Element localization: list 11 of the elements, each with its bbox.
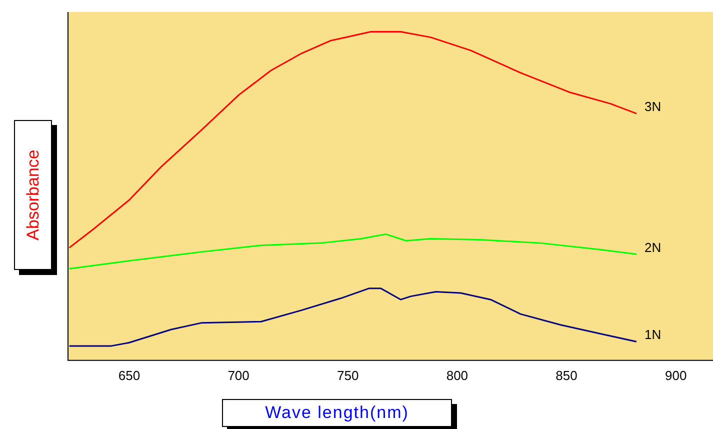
x-tick-label: 900 [664,368,687,383]
series-label: 3N [644,99,662,114]
y-axis-title: Absorbance [23,150,43,240]
x-axis-title: Wave length(nm) [222,399,452,427]
x-tick-label: 750 [337,368,359,383]
x-tick-label: 850 [556,368,578,383]
series-label: 1N [644,327,662,342]
series-label: 2N [644,240,662,255]
x-tick-label: 700 [228,368,250,383]
x-tick-label: 800 [446,368,468,383]
x-tick-label: 650 [118,368,140,383]
